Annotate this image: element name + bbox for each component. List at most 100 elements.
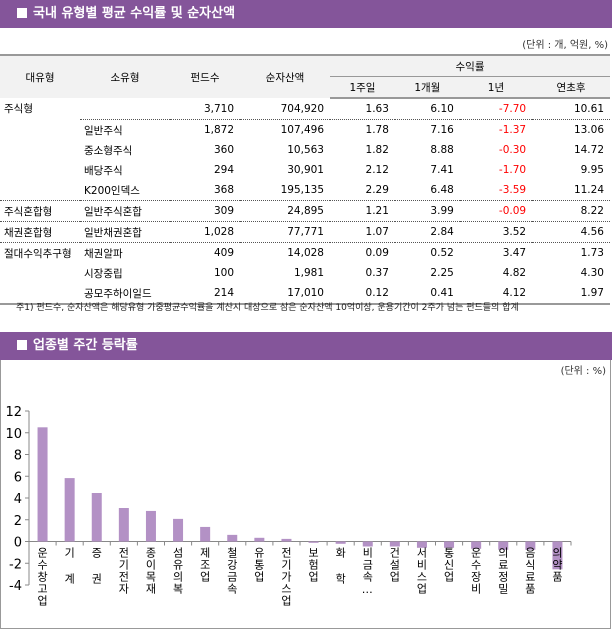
cell-minor: 배당주식 [84, 164, 123, 177]
table-row: 중소형주식 360 10,563 1.82 8.88 -0.30 14.72 [0, 140, 610, 160]
bar [471, 541, 482, 549]
cell-m1: 7.41 [430, 164, 454, 176]
cell-assets: 1,981 [293, 267, 324, 279]
cell-y1: -0.30 [498, 144, 527, 156]
cell-funds: 360 [213, 144, 234, 156]
header-major: 대유형 [0, 54, 80, 98]
bar [308, 541, 319, 543]
cell-funds: 368 [213, 184, 234, 196]
cell-major [0, 180, 80, 201]
cell-m1: 3.99 [394, 200, 460, 222]
x-tick-label: 비금속… [360, 546, 374, 597]
cell-major [0, 283, 80, 305]
header-minor: 소유형 [80, 54, 170, 98]
cell-minor: K200인덱스 [84, 184, 140, 197]
x-tick-label: 섬유의복 [171, 546, 185, 595]
cell-major [0, 120, 80, 141]
cell-y1: 4.12 [459, 283, 533, 305]
cell-major: 채권혼합형 [0, 221, 80, 243]
cell-ytd: 1.97 [532, 283, 610, 305]
y-tick-label: 10 [5, 427, 22, 442]
bar [227, 534, 238, 542]
cell-m1: 8.88 [430, 144, 454, 156]
cell-y1: 3.52 [459, 221, 533, 243]
bar [389, 541, 400, 547]
cell-assets: 195,135 [280, 184, 324, 196]
cell-funds: 1,028 [170, 221, 240, 243]
x-tick-label: 운수장비 [469, 546, 483, 595]
x-tick-label: 증 권 [89, 546, 103, 585]
cell-w1: 1.07 [330, 221, 395, 243]
cell-m1: 7.16 [394, 119, 460, 140]
cell-w1: 1.63 [365, 103, 389, 115]
header-assets: 순자산액 [240, 54, 330, 98]
cell-funds: 100 [213, 267, 234, 279]
table-row: 배당주식 294 30,901 2.12 7.41 -1.70 9.95 [0, 160, 610, 180]
bar [200, 526, 211, 542]
section-title: 국내 유형별 평균 수익률 및 순자산액 [33, 6, 236, 21]
cell-funds: 309 [170, 200, 240, 222]
cell-m1: 6.48 [430, 184, 454, 196]
cell-funds: 3,710 [203, 102, 234, 115]
returns-table: 대유형 소유형 펀드수 순자산액 수익률 1주일 1개월 1년 연초후 주식형 3… [0, 54, 610, 305]
header-returns: 수익률 [330, 54, 610, 77]
cell-w1: 2.12 [365, 164, 389, 176]
y-tick-label: 8 [14, 449, 22, 464]
cell-minor: 일반채권혼합 [80, 221, 170, 243]
cell-ytd: 14.72 [573, 144, 604, 156]
cell-ytd: 11.24 [573, 184, 604, 196]
cell-assets: 17,010 [240, 283, 330, 305]
cell-ytd: 10.61 [573, 103, 604, 115]
footnote: 주1) 펀드수, 순자산액은 해당유형 가중평균수익률을 계산시 대상으로 삼은… [16, 303, 519, 313]
bar [335, 541, 346, 544]
bar [281, 538, 292, 542]
x-tick-label: 통신업 [442, 546, 456, 583]
cell-m1: 0.52 [394, 242, 460, 263]
y-tick-label: 12 [5, 405, 22, 420]
cell-funds: 294 [213, 164, 234, 176]
cell-ytd: 8.22 [532, 200, 610, 222]
bar [173, 518, 184, 542]
bar [552, 541, 563, 570]
y-tick-label: -4 [9, 579, 22, 594]
cell-minor: 채권알파 [80, 242, 170, 263]
section-header-sectors: 업종별 주간 등락률 [0, 332, 612, 360]
bar [37, 427, 48, 542]
cell-assets: 77,771 [240, 221, 330, 243]
cell-w1: 1.82 [365, 144, 389, 156]
square-icon [17, 340, 27, 350]
x-tick-label: 의료정밀 [496, 546, 510, 595]
x-tick-label: 제조업 [198, 546, 212, 583]
cell-funds: 409 [170, 242, 240, 263]
x-tick-label: 의약품 [550, 546, 564, 583]
bar [91, 492, 102, 542]
header-ytd: 연초후 [532, 76, 610, 99]
x-tick-label: 서비스업 [414, 546, 428, 595]
unit-label: (단위 : 개, 억원, %) [522, 40, 608, 51]
header-funds: 펀드수 [170, 54, 240, 98]
x-tick-label: 철강금속 [225, 546, 239, 595]
cell-major [0, 160, 80, 180]
cell-y1: -1.70 [498, 164, 527, 176]
bar [416, 541, 427, 548]
table-row: K200인덱스 368 195,135 2.29 6.48 -3.59 11.24 [0, 180, 610, 201]
x-tick-label: 음식료품 [523, 546, 537, 595]
y-tick-label: 4 [14, 492, 22, 507]
table-row: 주식형 3,710 704,920 1.63 6.10 -7.70 10.61 [0, 98, 610, 120]
cell-ytd: 4.30 [580, 267, 604, 279]
bar [525, 541, 536, 550]
chart-unit-label: (단위 : %) [560, 366, 606, 377]
x-tick-label: 화 학 [333, 546, 347, 585]
table-row: 절대수익추구형 채권알파 409 14,028 0.09 0.52 3.47 1.73 [0, 242, 610, 263]
section-title: 업종별 주간 등락률 [33, 338, 138, 353]
bar [362, 541, 373, 547]
cell-funds: 1,872 [170, 119, 240, 140]
cell-minor: 일반주식혼합 [80, 200, 170, 222]
cell-assets: 30,901 [287, 164, 324, 176]
table-row: 시장중립 100 1,981 0.37 2.25 4.82 4.30 [0, 263, 610, 283]
x-tick-label: 운수창고업 [35, 546, 49, 607]
x-tick-label: 건설업 [387, 546, 401, 583]
cell-w1: 0.12 [330, 283, 395, 305]
cell-assets: 14,028 [240, 242, 330, 263]
cell-minor [80, 98, 170, 120]
